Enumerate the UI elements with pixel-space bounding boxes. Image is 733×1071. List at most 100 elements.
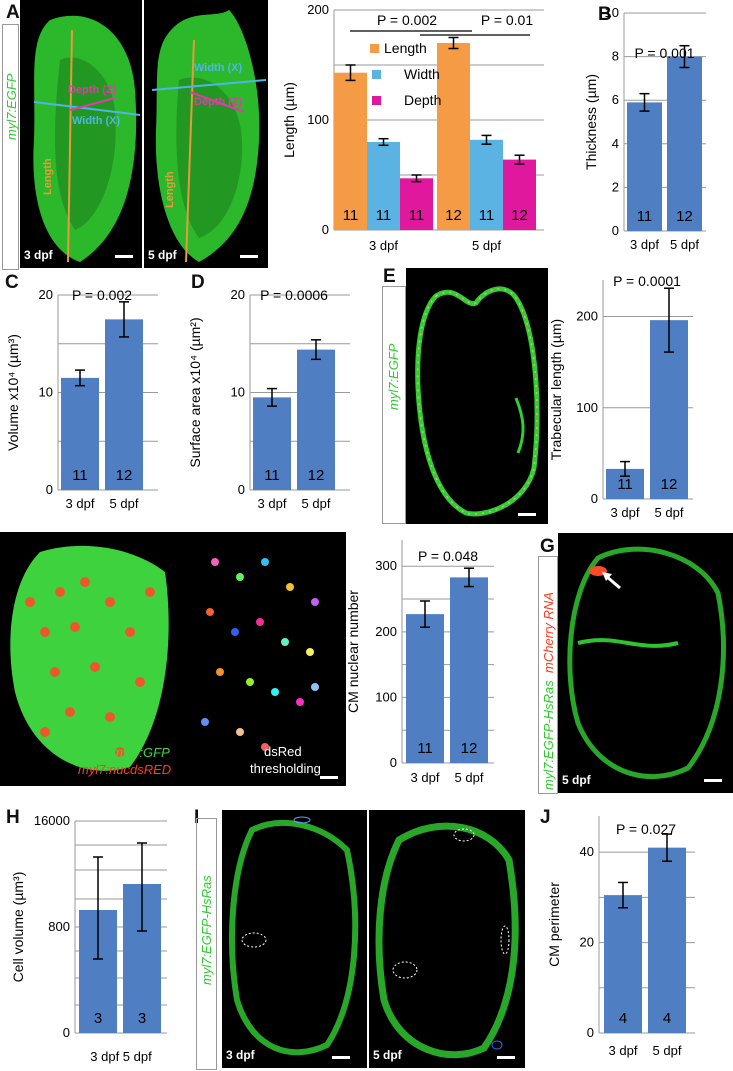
trabecular-image bbox=[415, 286, 540, 517]
y-tick-label: 0 bbox=[390, 755, 397, 770]
y-tick-label: 20 bbox=[231, 287, 245, 302]
cells-5dpf-image bbox=[375, 822, 519, 1059]
x-tick-label: 5 dpf bbox=[302, 496, 331, 511]
bar bbox=[648, 847, 686, 1033]
bar bbox=[253, 397, 291, 490]
y-tick-label: 8 bbox=[612, 49, 619, 64]
scale-bar bbox=[704, 779, 722, 782]
annot-depth-a1: Depth (Z) bbox=[68, 84, 117, 96]
sample-size-label: 11 bbox=[637, 208, 653, 225]
chart-c-volume: 0 10 20 Volume x10⁴ (µm³) 11 3 dpf 12 5 dpf P = … bbox=[5, 287, 158, 511]
panel-letter-h: H bbox=[6, 807, 20, 828]
x-tick-label: 3 dpf bbox=[66, 496, 95, 511]
sample-size-label: 12 bbox=[308, 467, 325, 484]
chart-a-dimensions: 0 100 200 Length (µm) 11 12 11 11 11 12 3 dpf 5 dpf… bbox=[281, 2, 544, 253]
legend-swatch bbox=[372, 70, 381, 79]
scale-bar bbox=[320, 776, 338, 779]
y-tick-label: 40 bbox=[580, 844, 594, 859]
x-tick-label: 5 dpf bbox=[472, 238, 501, 253]
y-tick-label: 100 bbox=[375, 689, 397, 704]
sample-size-label: 11 bbox=[72, 467, 88, 484]
x-tick-label: 5 dpf bbox=[110, 496, 139, 511]
legend-swatch bbox=[372, 96, 381, 105]
bar bbox=[627, 102, 662, 231]
p-value-label: P = 0.0001 bbox=[613, 273, 681, 289]
sample-size-label: 12 bbox=[661, 476, 678, 493]
legend-label: Depth bbox=[404, 92, 441, 108]
bar bbox=[667, 56, 702, 231]
x-tick-label: 3 dpf bbox=[630, 237, 659, 252]
sample-size-label: 11 bbox=[417, 740, 433, 757]
panel-letter-i: I bbox=[194, 807, 200, 828]
panel-letter-d: D bbox=[191, 272, 205, 293]
scale-bar bbox=[332, 1056, 350, 1059]
micrograph-a-5dpf: Length Width (X) Depth (Z) 5 dpf bbox=[144, 0, 268, 268]
chart-d-surface-area: 0 10 20 Surface area x10⁴ (µm²) 11 3 dpf 12 5 d… bbox=[187, 287, 350, 511]
sample-size-label: 3 bbox=[94, 1010, 102, 1027]
label-g: myl7:EGFP-HsRas mCherry RNA bbox=[541, 592, 556, 790]
y-tick-label: 10 bbox=[231, 385, 245, 400]
x-tick-label: 3 dpf 5 dpf bbox=[90, 1049, 152, 1064]
p-value-label: P = 0.001 bbox=[634, 45, 694, 61]
y-axis-label: Cell volume (µm³) bbox=[10, 872, 26, 983]
scale-bar bbox=[518, 513, 536, 516]
bar bbox=[437, 43, 470, 230]
bar bbox=[450, 577, 488, 763]
label-mcherry-rna: mCherry RNA bbox=[541, 592, 556, 673]
y-tick-label: 200 bbox=[307, 2, 329, 17]
label-myl7-gfp: myl7:GFP bbox=[112, 745, 170, 760]
bar bbox=[604, 895, 642, 1033]
cells-3dpf-image bbox=[229, 816, 359, 1056]
panel-letter-a: A bbox=[6, 2, 20, 23]
y-tick-label: 16000 bbox=[34, 813, 70, 828]
y-tick-label: 300 bbox=[375, 558, 397, 573]
y-tick-label: 0 bbox=[587, 1025, 594, 1040]
p-value-label: P = 0.048 bbox=[418, 548, 478, 564]
sample-size-label: 11 bbox=[343, 207, 359, 224]
tag-3dpf-i: 3 dpf bbox=[226, 1048, 255, 1062]
x-tick-label: 3 dpf bbox=[411, 770, 440, 785]
sample-size-label: 12 bbox=[461, 740, 478, 757]
micrograph-i-5dpf: 5 dpf bbox=[369, 810, 525, 1068]
sample-size-label: 12 bbox=[116, 467, 133, 484]
sample-size-label: 3 bbox=[138, 1010, 146, 1027]
label-dsred: dsRed bbox=[264, 744, 302, 759]
annot-width-a2: Width (X) bbox=[194, 62, 243, 74]
bar bbox=[297, 349, 335, 490]
sample-size-label: 12 bbox=[511, 207, 528, 224]
label-frame-i bbox=[196, 818, 217, 1070]
p-value-label: P = 0.0006 bbox=[260, 287, 328, 303]
y-tick-label: 10 bbox=[39, 385, 53, 400]
panel-letter-c: C bbox=[5, 272, 19, 293]
y-axis-label: CM nuclear number bbox=[346, 590, 361, 713]
bar bbox=[406, 614, 444, 763]
label-frame-g bbox=[538, 556, 558, 794]
p-value-label: P = 0.002 bbox=[72, 287, 132, 303]
y-axis-label: Thickness (µm) bbox=[584, 74, 599, 170]
y-axis-label: CM perimeter bbox=[546, 882, 562, 967]
label-thresholding: thresholding bbox=[250, 761, 321, 776]
label-myl7-egfp-e: myl7:EGFP bbox=[386, 343, 401, 410]
y-tick-label: 800 bbox=[48, 919, 70, 934]
y-axis-label: Length (µm) bbox=[281, 82, 297, 158]
micrograph-e bbox=[406, 268, 548, 524]
y-tick-label: 10 bbox=[605, 5, 619, 20]
bar bbox=[503, 159, 536, 230]
sample-size-label: 4 bbox=[663, 1010, 671, 1027]
chart-e-trabecular: 0 100 200 Trabecular length (µm) 11 3 dpf 12 5 … bbox=[548, 273, 693, 520]
annot-length-a1: Length bbox=[42, 158, 54, 195]
sample-size-label: 11 bbox=[617, 476, 633, 493]
y-tick-label: 100 bbox=[307, 112, 329, 127]
bar bbox=[105, 319, 143, 490]
x-tick-label: 5 dpf bbox=[670, 237, 699, 252]
sample-size-label: 11 bbox=[479, 207, 495, 224]
y-tick-label: 20 bbox=[39, 287, 53, 302]
sample-size-label: 11 bbox=[409, 207, 425, 224]
bar bbox=[400, 178, 433, 230]
p-value-label: P = 0.002 bbox=[377, 12, 437, 28]
chart-b-thickness: 0 2 4 6 8 10 Thickness (µm) 11 3 dpf 12 5 dpf P = 0… bbox=[584, 5, 706, 252]
legend-swatch bbox=[370, 44, 379, 53]
label-myl7-nucdsred: myl7:nucdsRED bbox=[78, 762, 172, 777]
bar bbox=[334, 72, 367, 230]
y-tick-label: 100 bbox=[576, 400, 598, 415]
